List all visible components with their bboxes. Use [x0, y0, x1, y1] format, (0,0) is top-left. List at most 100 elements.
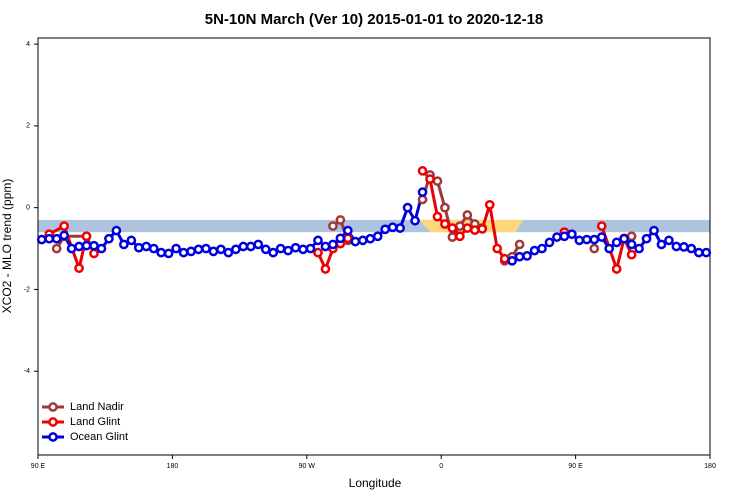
data-point — [51, 233, 62, 244]
data-point — [626, 239, 637, 250]
data-point — [701, 247, 712, 258]
data-point — [89, 240, 99, 251]
data-point — [365, 233, 376, 244]
data-point — [343, 233, 353, 244]
data-point — [380, 224, 391, 235]
data-point — [350, 236, 361, 247]
data-point — [634, 243, 644, 254]
data-point — [74, 241, 84, 252]
data-point — [328, 239, 338, 250]
legend-label: Land Glint — [70, 416, 120, 428]
chart-title: 5N-10N March (Ver 10) 2015-01-01 to 2020… — [205, 11, 544, 28]
data-point — [36, 234, 47, 245]
data-point — [649, 225, 659, 236]
data-point — [447, 223, 458, 233]
data-point — [89, 248, 99, 259]
data-point — [522, 251, 532, 261]
data-point — [611, 264, 622, 274]
data-point — [357, 235, 368, 246]
data-point — [455, 221, 465, 231]
data-point — [343, 225, 353, 236]
data-point — [81, 240, 92, 251]
data-point — [679, 242, 689, 252]
data-point — [596, 232, 607, 242]
data-point — [462, 210, 473, 220]
data-point — [208, 246, 219, 257]
data-point — [656, 239, 667, 250]
data-point — [238, 241, 249, 252]
data-point — [596, 221, 607, 231]
data-point — [111, 225, 122, 236]
y-axis-label: XCO2 - MLO trend (ppm) — [0, 179, 14, 314]
data-point — [626, 231, 637, 242]
data-point — [477, 224, 488, 234]
data-point — [604, 243, 615, 254]
legend-marker — [48, 402, 58, 412]
data-point — [559, 231, 570, 242]
y-tick-label: -2 — [24, 286, 30, 293]
data-point — [171, 243, 181, 254]
data-point — [514, 251, 525, 262]
data-point — [529, 245, 540, 256]
data-point — [59, 230, 69, 241]
reference-band — [38, 219, 710, 233]
data-point — [313, 235, 323, 246]
data-point — [133, 242, 144, 253]
y-tick-label: 4 — [26, 41, 30, 48]
data-point — [499, 253, 510, 264]
x-tick-label: 180 — [704, 463, 716, 470]
data-point — [328, 221, 338, 231]
x-tick-label: 90 W — [299, 463, 316, 470]
data-point — [216, 244, 226, 255]
legend-label: Land Nadir — [70, 401, 124, 413]
data-point — [119, 239, 129, 250]
data-point — [223, 247, 234, 258]
data-point — [268, 247, 279, 258]
data-point — [298, 244, 308, 255]
y-tick-label: 0 — [26, 205, 30, 212]
data-point — [581, 234, 592, 245]
data-point — [395, 223, 405, 233]
data-point — [589, 243, 600, 254]
data-point — [402, 202, 413, 213]
data-point — [432, 211, 443, 222]
data-point — [260, 244, 271, 255]
data-point — [335, 215, 346, 225]
data-point — [66, 243, 77, 254]
x-tick-label: 90 E — [568, 463, 583, 470]
data-point — [432, 176, 443, 186]
data-point — [410, 215, 420, 226]
data-point — [440, 202, 450, 213]
x-axis-label: Longitude — [349, 476, 402, 490]
data-point — [417, 187, 428, 197]
x-tick-label: 0 — [439, 463, 443, 470]
data-point — [417, 166, 428, 176]
data-point — [178, 247, 189, 258]
data-point — [537, 243, 547, 254]
data-point — [492, 243, 503, 254]
data-point — [447, 232, 458, 242]
data-point — [283, 245, 293, 256]
data-point — [507, 255, 517, 266]
data-point — [163, 248, 174, 259]
data-point — [44, 233, 55, 244]
data-point — [148, 243, 159, 254]
data-point — [305, 243, 316, 254]
x-tick-label: 180 — [167, 463, 179, 470]
data-point — [186, 246, 196, 257]
data-point — [320, 264, 331, 274]
data-point — [641, 233, 652, 244]
data-point — [440, 219, 450, 229]
data-point — [245, 241, 256, 252]
data-point — [574, 235, 585, 246]
data-point — [387, 222, 398, 233]
data-point — [104, 233, 114, 244]
data-point — [567, 229, 577, 240]
data-point — [469, 225, 480, 235]
data-point — [544, 237, 555, 248]
data-point — [253, 239, 264, 250]
legend-marker — [48, 417, 58, 427]
data-point — [686, 243, 697, 254]
data-point — [81, 231, 92, 242]
data-point — [141, 241, 152, 252]
